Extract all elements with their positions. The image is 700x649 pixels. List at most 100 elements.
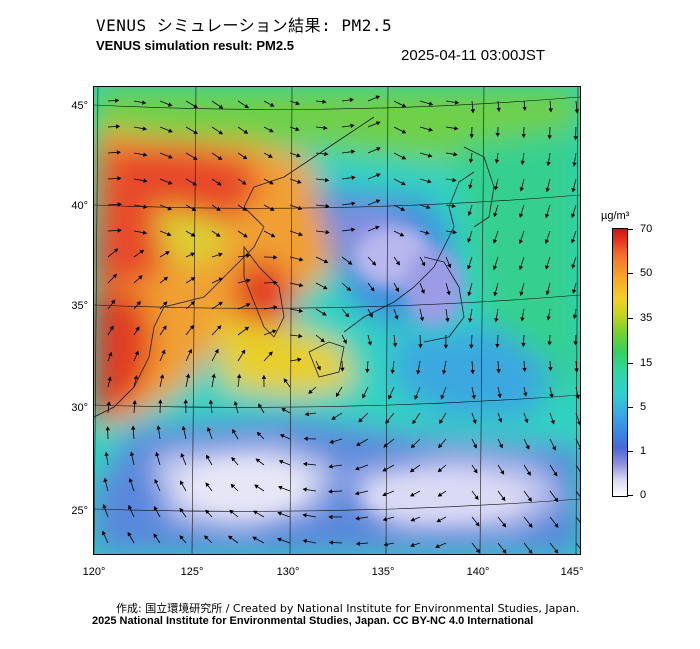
wind-arrow-head	[278, 459, 284, 464]
wind-arrow-head	[428, 101, 434, 106]
wind-arrow-head	[138, 275, 143, 280]
wind-arrow-head	[277, 511, 282, 516]
wind-arrow-head	[498, 418, 503, 423]
wind-arrow-head	[298, 333, 303, 339]
wind-arrow-head	[277, 537, 282, 542]
legend-unit: µg/m³	[601, 210, 630, 222]
wind-arrow-head	[524, 418, 529, 424]
lon-label-140: 140°	[466, 566, 490, 578]
colorbar-tick-15	[628, 363, 633, 364]
wind-arrow-head	[497, 393, 502, 399]
wind-arrow-head	[436, 518, 442, 523]
wind-arrow-head	[335, 392, 340, 398]
wind-arrow-head	[302, 513, 307, 518]
wind-arrow-head	[205, 482, 210, 487]
wind-arrow-head	[495, 343, 500, 349]
wind-arrow-head	[154, 478, 159, 484]
wind-arrow-head	[519, 187, 524, 192]
wind-arrow-head	[246, 278, 251, 283]
wind-arrow-head	[302, 538, 307, 544]
colorbar-label-70: 70	[640, 223, 653, 235]
wind-arrow-head	[454, 126, 459, 131]
wind-arrow-head	[522, 106, 527, 112]
wind-arrow-head	[159, 374, 165, 379]
wind-arrow-head	[549, 393, 554, 399]
coastlines	[94, 116, 495, 418]
wind-arrow-head	[273, 255, 278, 260]
wind-arrow-head	[575, 394, 580, 400]
wind-arrow-head	[206, 427, 212, 432]
wind-arrow-head	[269, 128, 274, 133]
colorbar-label-5: 5	[640, 401, 647, 413]
wind-arrow-head	[571, 238, 576, 244]
wind-arrow-head	[547, 135, 552, 140]
wind-arrow-head	[153, 533, 158, 539]
wind-arrow-head	[525, 445, 530, 450]
wind-arrow-head	[158, 399, 163, 404]
wind-arrow-head	[331, 415, 336, 420]
wind-arrow-head	[545, 290, 550, 296]
wind-arrow-head	[218, 301, 223, 306]
wind-arrow-head	[236, 373, 242, 379]
wind-arrow-head	[452, 177, 457, 183]
wind-arrow-head	[572, 162, 577, 167]
wind-arrow-shaft	[575, 490, 580, 498]
wind-arrow-head	[468, 184, 473, 190]
wind-arrow-head	[107, 376, 112, 381]
wind-arrow-head	[298, 257, 304, 262]
wind-arrow-head	[273, 280, 278, 285]
wind-arrow-head	[355, 516, 360, 521]
wind-arrow-head	[208, 399, 214, 404]
wind-arrow-head	[268, 153, 273, 158]
wind-arrow-head	[128, 478, 133, 483]
wind-arrow-head	[228, 535, 233, 540]
lat-label-30: 30°	[71, 402, 88, 414]
wind-arrow-head	[180, 480, 184, 485]
wind-arrow-head	[217, 325, 222, 330]
wind-arrow-head	[245, 303, 251, 308]
lat-label-35: 35°	[71, 300, 88, 312]
wind-arrow-head	[297, 179, 302, 184]
wind-arrow-head	[425, 230, 430, 235]
wind-arrow-head	[344, 312, 350, 318]
wind-arrow-head	[545, 187, 550, 193]
wind-arrow-head	[298, 232, 303, 237]
wind-arrow-head	[216, 181, 222, 186]
wind-arrow-head	[518, 239, 523, 245]
wind-arrow-head	[401, 103, 407, 108]
wind-arrow-head	[351, 201, 356, 206]
wind-arrow-head	[109, 325, 114, 331]
lon-label-125: 125°	[180, 566, 204, 578]
wind-arrow-head	[414, 395, 419, 400]
wind-arrow-shaft	[575, 542, 580, 549]
wind-arrow-head	[340, 367, 345, 372]
wind-arrow-shaft	[575, 464, 580, 473]
wind-arrow-head	[572, 314, 578, 320]
wind-arrow-head	[475, 548, 481, 554]
wind-arrow-head	[162, 325, 167, 331]
wind-arrow-head	[214, 348, 219, 354]
wind-arrow-head	[117, 202, 122, 207]
wind-arrow-head	[129, 451, 135, 456]
wind-arrow-head	[382, 517, 388, 522]
wind-arrow-head	[400, 206, 406, 211]
wind-arrow-head	[382, 492, 387, 497]
colorbar-tick-70	[628, 229, 633, 230]
wind-arrow-head	[295, 101, 300, 106]
map-title-japanese: VENUS シミュレーション結果: PM2.5	[96, 16, 393, 35]
wind-arrow-head	[440, 394, 445, 400]
wind-arrow-head	[502, 549, 507, 554]
wind-arrow-head	[153, 506, 158, 511]
wind-arrow-head	[469, 344, 474, 349]
colorbar-tick-0	[628, 495, 633, 496]
wind-arrow-head	[243, 129, 249, 134]
wind-arrow-head	[498, 443, 503, 449]
wind-arrow-head	[573, 341, 578, 346]
wind-arrow-head	[410, 443, 416, 449]
colorbar-label-50: 50	[640, 267, 653, 279]
wind-arrow-head	[427, 153, 433, 158]
map-title-english: VENUS simulation result: PM2.5	[96, 38, 294, 53]
wind-arrow-head	[103, 477, 108, 483]
wind-arrow-head	[544, 213, 550, 219]
lon-label-130: 130°	[276, 566, 300, 578]
